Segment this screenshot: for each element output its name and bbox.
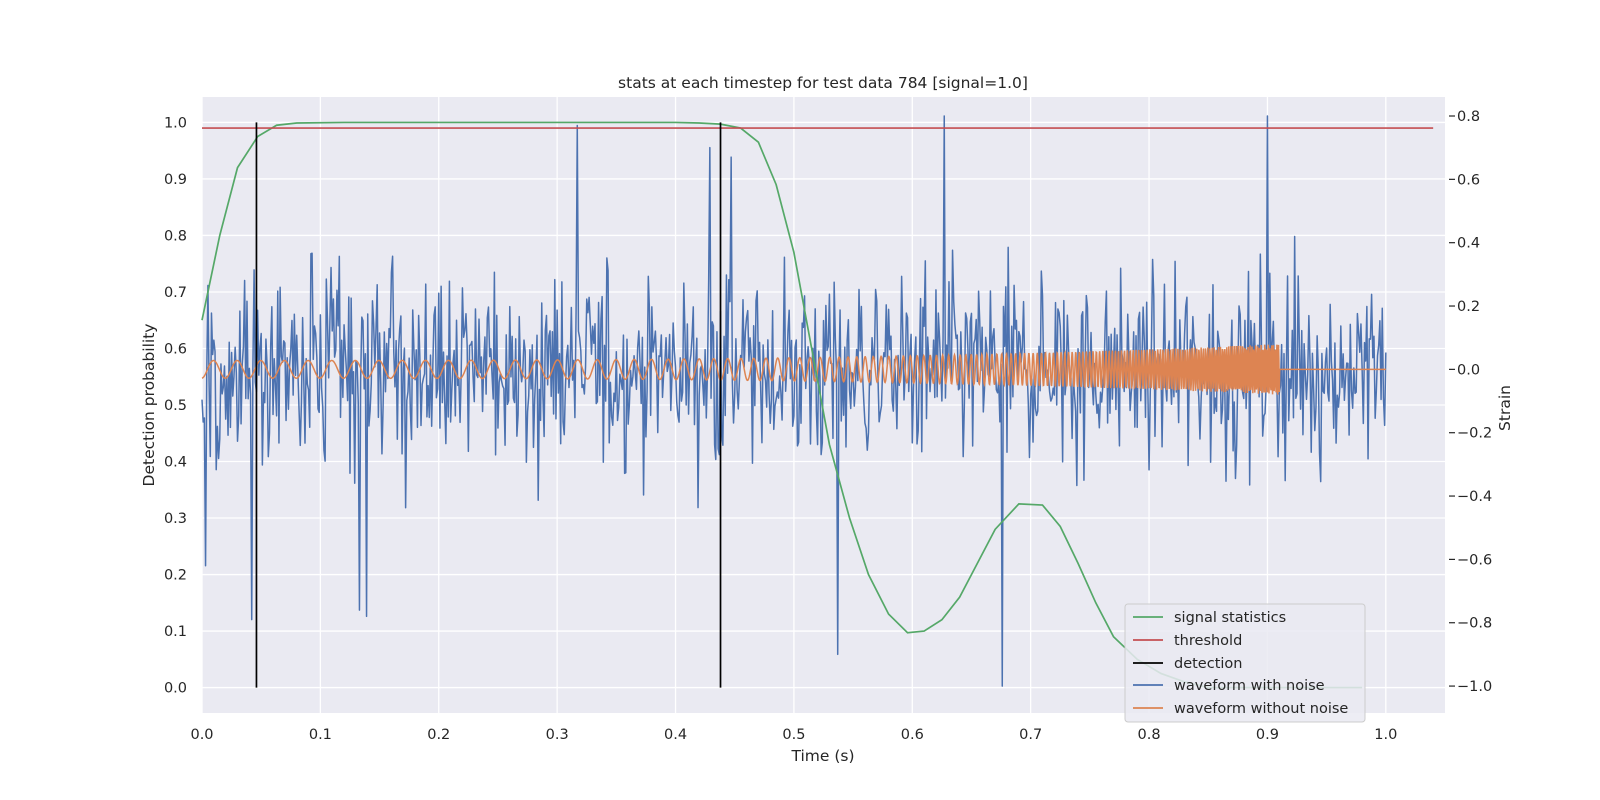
- y2-tick-label: −0.8: [1457, 616, 1492, 632]
- y-tick-label: 0.0: [164, 681, 187, 697]
- x-tick-label: 0.9: [1256, 727, 1279, 743]
- x-tick-label: 0.0: [190, 727, 213, 743]
- waveform-without-noise-series: [201, 344, 1386, 395]
- y-tick-label: 0.4: [164, 455, 187, 471]
- x-tick-label: 0.2: [427, 727, 450, 743]
- y2-tick-label: −0.4: [1457, 489, 1492, 505]
- y2-axis-ticks: −1.0 −0.8 −0.6 −0.4 −0.2 0.0 0.2 0.4 0.6 0.8: [1449, 109, 1492, 695]
- y-axis-label: Detection probability: [140, 324, 158, 487]
- x-tick-label: 0.5: [782, 727, 805, 743]
- chart-title: stats at each timestep for test data 784…: [618, 74, 1028, 92]
- y-tick-label: 0.5: [164, 398, 187, 414]
- y-tick-label: 0.6: [164, 341, 187, 357]
- x-tick-label: 0.6: [901, 727, 924, 743]
- y-tick-label: 0.7: [164, 285, 187, 301]
- y2-tick-label: 0.6: [1457, 172, 1480, 188]
- legend-label-waveform-with-noise: waveform with noise: [1174, 678, 1325, 694]
- detection-series: [255, 122, 722, 688]
- y-tick-label: 0.9: [164, 172, 187, 188]
- y-tick-label: 1.0: [164, 115, 187, 131]
- x-tick-label: 0.1: [309, 727, 332, 743]
- y-tick-label: 0.3: [164, 511, 187, 527]
- y2-tick-label: 0.2: [1457, 299, 1480, 315]
- legend-label-detection: detection: [1174, 656, 1242, 672]
- y2-tick-label: 0.0: [1457, 362, 1480, 378]
- waveform-with-noise-series: [201, 115, 1387, 687]
- x-tick-label: 0.7: [1019, 727, 1042, 743]
- y2-tick-label: 0.8: [1457, 109, 1480, 125]
- x-tick-label: 0.3: [546, 727, 569, 743]
- y2-tick-label: −0.6: [1457, 552, 1492, 568]
- x-axis-label: Time (s): [790, 747, 854, 765]
- y-tick-label: 0.1: [164, 624, 187, 640]
- y2-tick-label: −1.0: [1457, 679, 1492, 695]
- y2-axis-label: Strain: [1496, 385, 1514, 431]
- x-tick-label: 0.8: [1138, 727, 1161, 743]
- y2-tick-label: −0.2: [1457, 426, 1492, 442]
- legend-box: [1124, 603, 1366, 723]
- legend-label-signal-statistics: signal statistics: [1174, 610, 1286, 626]
- y-axis-ticks: 0.0 0.1 0.2 0.3 0.4 0.5 0.6 0.7 0.8 0.9 1.0: [164, 115, 187, 696]
- x-axis-ticks: 0.0 0.1 0.2 0.3 0.4 0.5 0.6 0.7 0.8 0.9 1.0: [190, 727, 1397, 743]
- x-tick-label: 0.4: [664, 727, 687, 743]
- waveform-without-noise-line: [201, 344, 1386, 395]
- y-tick-label: 0.2: [164, 568, 187, 584]
- x-tick-label: 1.0: [1374, 727, 1397, 743]
- legend-label-waveform-without-noise: waveform without noise: [1174, 701, 1348, 717]
- waveform-with-noise-line: [201, 115, 1387, 687]
- legend: signal statistics threshold detection wa…: [1124, 603, 1366, 723]
- legend-label-threshold: threshold: [1174, 633, 1242, 649]
- y2-tick-label: 0.4: [1457, 236, 1480, 252]
- y-tick-label: 0.8: [164, 228, 187, 244]
